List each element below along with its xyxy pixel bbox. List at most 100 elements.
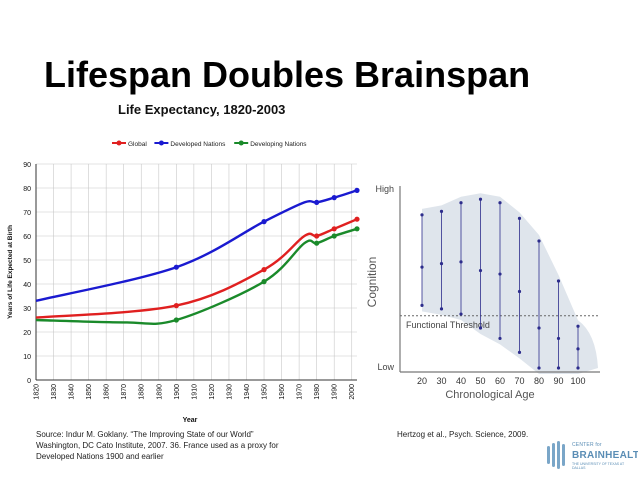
data-point (173, 264, 179, 270)
range-point (478, 326, 483, 330)
x-tick-label: 100 (570, 376, 585, 386)
range-point (439, 209, 444, 213)
source-citation-right: Hertzog et al., Psych. Science, 2009. (397, 430, 529, 439)
data-point (173, 317, 179, 323)
legend-label: Developing Nations (250, 141, 307, 148)
x-tick-label: 1990 (332, 384, 339, 400)
range-point (498, 272, 502, 276)
x-tick-label: 1960 (279, 384, 286, 400)
range-point (439, 307, 444, 311)
x-tick-label: 1940 (244, 384, 251, 400)
data-point (354, 216, 360, 222)
x-tick-label: 2000 (349, 384, 356, 400)
cognition-age-chart: Functional Threshold High Low Cognition 20 30… (365, 184, 600, 401)
x-tick-label: 30 (436, 376, 446, 386)
data-point (331, 226, 337, 232)
x-axis-label: Chronological Age (445, 389, 534, 401)
data-point (314, 240, 320, 246)
x-tick-label: 70 (514, 376, 524, 386)
x-tick-label: 1830 (51, 384, 58, 400)
range-point (478, 197, 483, 201)
series-line (35, 218, 358, 319)
source-citation-left: Source: Indur M. Goklany. “The Improving… (36, 429, 336, 462)
data-point (261, 219, 267, 225)
y-tick-high: High (375, 184, 394, 194)
x-tick-label: 90 (553, 376, 563, 386)
x-tick-label: 1890 (156, 384, 163, 400)
range-point (537, 326, 541, 330)
x-tick-label: 1840 (69, 384, 76, 400)
x-axis-label: Year (183, 417, 198, 424)
x-tick-label: 50 (475, 376, 485, 386)
range-point (576, 347, 580, 351)
x-tick-label: 60 (495, 376, 505, 386)
chart-title: Life Expectancy, 1820-2003 (118, 102, 285, 117)
y-tick-label: 40 (23, 282, 31, 289)
x-tick-label: 1900 (174, 384, 181, 400)
x-tick-label: 1860 (104, 384, 111, 400)
range-point (556, 336, 561, 341)
legend-item: Global (112, 140, 147, 148)
x-tick-label: 1850 (86, 384, 93, 400)
x-tick-label: 1980 (314, 384, 321, 400)
y-tick-label: 0 (27, 378, 31, 385)
data-point (173, 303, 179, 309)
data-point (331, 233, 337, 239)
x-tick-label: 1870 (121, 384, 128, 400)
age-range (459, 201, 463, 316)
legend-marker (158, 140, 164, 146)
range-point (556, 279, 561, 283)
data-point (331, 195, 337, 201)
y-tick-label: 90 (23, 162, 31, 169)
legend-marker (116, 140, 122, 146)
legend-item: Developing Nations (234, 140, 307, 148)
range-point (517, 350, 522, 354)
x-tick-label: 1930 (226, 384, 233, 400)
age-range (576, 324, 580, 370)
range-point (537, 239, 541, 243)
source-line-1: Source: Indur M. Goklany. “The Improving… (36, 430, 254, 439)
age-range (498, 201, 502, 341)
x-tick-label: 1920 (209, 384, 216, 400)
data-point (261, 267, 267, 273)
data-point (354, 187, 360, 193)
y-tick-label: 70 (23, 210, 31, 217)
range-point (517, 289, 522, 294)
range-point (537, 366, 541, 370)
legend-label: Global (128, 141, 147, 148)
range-point (459, 201, 463, 205)
range-point (420, 303, 424, 307)
range-point (576, 366, 580, 370)
x-tick-label: 1910 (191, 384, 198, 400)
range-point (498, 201, 502, 205)
y-axis-label: Cognition (365, 257, 379, 308)
range-point (459, 312, 463, 316)
range-point (576, 324, 580, 328)
series-line (35, 227, 358, 325)
range-point (420, 265, 424, 269)
brain-icon (547, 441, 565, 469)
y-tick-label: 60 (23, 234, 31, 241)
y-tick-label: 30 (23, 306, 31, 313)
center-for-brainhealth-logo: CENTER for BRAINHEALTH THE UNIVERSITY OF… (545, 440, 638, 474)
x-tick-label: 1950 (262, 384, 269, 400)
x-tick-label: 20 (417, 376, 427, 386)
range-point (459, 260, 463, 264)
age-range (478, 197, 483, 330)
y-axis-label: Years of Life Expected at Birth (7, 225, 14, 319)
range-point (420, 213, 424, 217)
range-point (439, 262, 444, 266)
slide-title: Lifespan Doubles Brainspan (44, 54, 531, 95)
y-tick-label: 80 (23, 186, 31, 193)
logo-line-2: BRAINHEALTH (572, 450, 638, 461)
range-band (422, 193, 598, 374)
life-expectancy-chart: Life Expectancy, 1820-2003 Global Develope… (7, 102, 360, 424)
legend-label: Developed Nations (170, 141, 226, 148)
data-point (314, 199, 320, 205)
data-point (354, 226, 360, 232)
x-tick-label: 1970 (297, 384, 304, 400)
y-tick-label: 10 (23, 354, 31, 361)
y-tick-label: 20 (23, 330, 31, 337)
logo-line-3: THE UNIVERSITY OF TEXAS AT DALLAS (572, 462, 625, 470)
age-range (537, 239, 541, 370)
